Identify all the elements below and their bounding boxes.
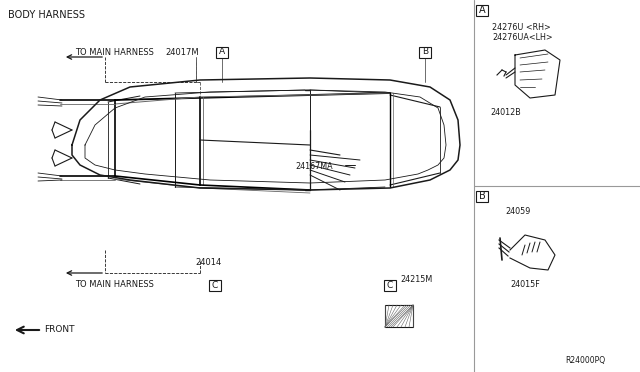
Text: TO MAIN HARNESS: TO MAIN HARNESS (75, 280, 154, 289)
Bar (216, 46, 228, 58)
Bar (419, 46, 431, 58)
Text: 24017M: 24017M (165, 48, 198, 57)
Bar (476, 190, 488, 202)
Bar (384, 279, 396, 291)
Text: A: A (479, 5, 485, 15)
Bar (385, 305, 413, 327)
Text: 24215M: 24215M (400, 275, 432, 284)
Text: 24276UA<LH>: 24276UA<LH> (492, 33, 552, 42)
Text: 24012B: 24012B (490, 108, 521, 117)
Text: 24167MA: 24167MA (295, 162, 333, 171)
Text: A: A (219, 48, 225, 57)
Text: 24014: 24014 (195, 258, 221, 267)
Text: FRONT: FRONT (44, 325, 74, 334)
Text: 24059: 24059 (505, 207, 531, 216)
Text: R24000PQ: R24000PQ (565, 356, 605, 365)
Text: TO MAIN HARNESS: TO MAIN HARNESS (75, 48, 154, 57)
Text: C: C (212, 280, 218, 289)
Text: B: B (479, 191, 485, 201)
Bar (476, 4, 488, 16)
Text: 24015F: 24015F (510, 280, 540, 289)
Text: BODY HARNESS: BODY HARNESS (8, 10, 85, 20)
Bar (209, 279, 221, 291)
Text: C: C (387, 280, 393, 289)
Text: 24276U <RH>: 24276U <RH> (492, 23, 551, 32)
Text: B: B (422, 48, 428, 57)
